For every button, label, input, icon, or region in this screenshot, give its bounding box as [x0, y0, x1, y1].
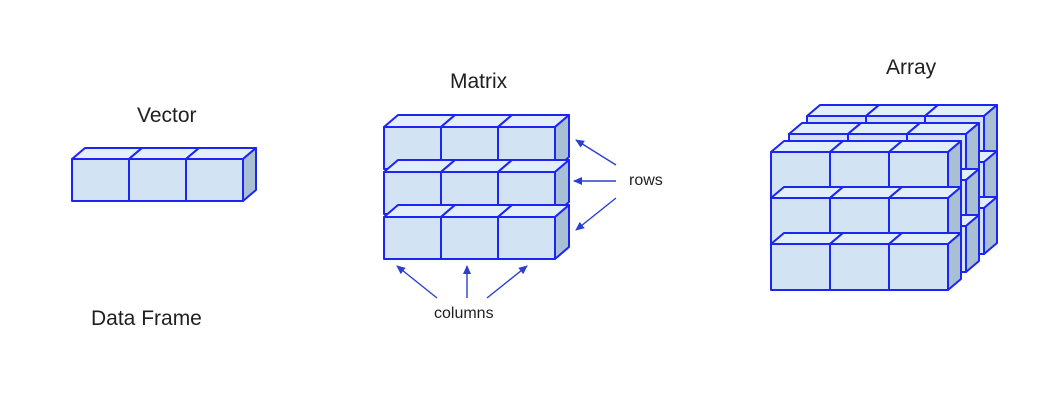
columns-label: columns	[434, 305, 494, 322]
cube-front-face	[185, 158, 244, 202]
cube-front-face	[383, 216, 442, 260]
cube-front-face	[440, 216, 499, 260]
cube-front-face	[770, 243, 831, 291]
rows-arrow-top	[575, 139, 617, 166]
matrix-cubes	[383, 114, 570, 260]
matrix-label: Matrix	[450, 70, 508, 93]
cube-front-face	[829, 243, 890, 291]
cube-front-face	[71, 158, 130, 202]
vector-cubes	[71, 147, 257, 202]
columns-arrow-left	[396, 265, 438, 299]
array-cubes	[770, 104, 998, 291]
rows-label: rows	[629, 172, 663, 189]
cube-front-face	[128, 158, 187, 202]
data-frame-label: Data Frame	[91, 307, 202, 330]
array-label: Array	[886, 56, 937, 79]
rows-arrow-bottom	[575, 197, 617, 231]
annotation-arrows	[396, 139, 617, 299]
cube-front-face	[888, 243, 949, 291]
vector-label: Vector	[137, 104, 197, 127]
columns-arrow-right	[486, 265, 528, 299]
cube-side-face	[947, 232, 962, 291]
cube-side-face	[965, 214, 980, 273]
cube-front-face	[497, 216, 556, 260]
cube-side-face	[983, 196, 998, 255]
